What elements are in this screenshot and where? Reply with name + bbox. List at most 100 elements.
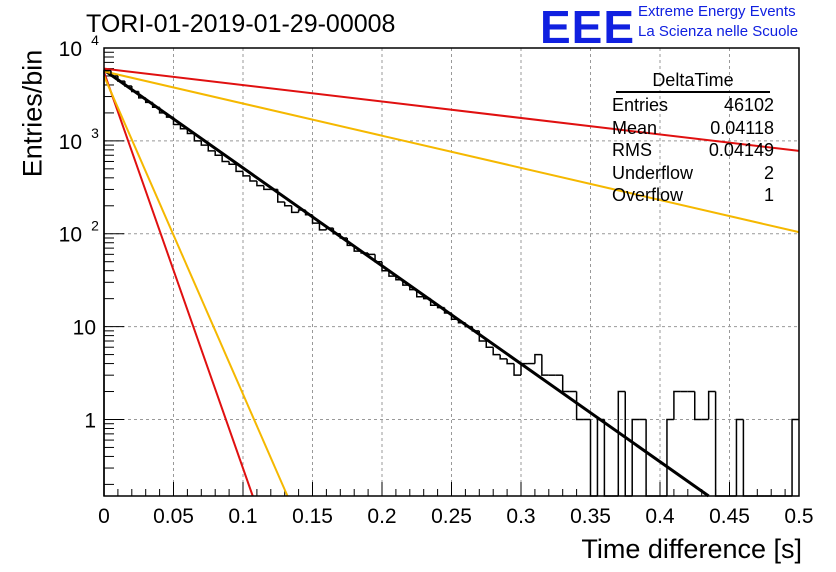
histogram-bin bbox=[138, 91, 146, 99]
stats-label: Overflow bbox=[612, 185, 684, 205]
y-tick-exponent: 4 bbox=[91, 32, 99, 48]
histogram-bin bbox=[541, 354, 549, 376]
histogram-bin bbox=[304, 210, 313, 216]
x-tick-label: 0.45 bbox=[709, 505, 750, 528]
histogram-bin bbox=[151, 102, 160, 109]
histogram-bin bbox=[360, 251, 369, 254]
x-tick-label: 0 bbox=[98, 505, 110, 528]
stats-label: Mean bbox=[612, 117, 658, 138]
histogram-bin bbox=[443, 307, 452, 314]
histogram-bin bbox=[117, 75, 125, 82]
y-tick-label: 10 bbox=[59, 224, 82, 247]
fit-line bbox=[103, 67, 800, 152]
stats-row-rms: RMS 0.04149 bbox=[612, 140, 774, 163]
x-tick-label: 0.15 bbox=[292, 505, 333, 528]
stats-row-underflow: Underflow 2 bbox=[612, 163, 774, 186]
histogram-bin bbox=[283, 201, 292, 207]
stats-row-overflow: Overflow 1 bbox=[612, 185, 774, 208]
histogram-bin bbox=[249, 175, 257, 182]
histogram-bin bbox=[416, 289, 424, 298]
x-tick-label: 0.1 bbox=[228, 505, 257, 528]
histogram-bin bbox=[346, 237, 355, 247]
histogram-bin bbox=[318, 223, 327, 231]
y-tick-label: 10 bbox=[59, 38, 82, 61]
histogram-bin bbox=[290, 205, 299, 214]
histogram-bin bbox=[492, 347, 501, 356]
y-axis-label: Entries/bin bbox=[17, 49, 48, 178]
histogram-bin bbox=[325, 227, 334, 230]
y-tick-exponent: 2 bbox=[91, 218, 99, 234]
stats-value: 1 bbox=[763, 185, 774, 205]
x-tick-label: 0.25 bbox=[431, 505, 472, 528]
histogram-bin bbox=[485, 340, 494, 348]
histogram-bin bbox=[374, 254, 382, 263]
stats-box: DeltaTime Entries 46102 Mean 0.04118 RMS… bbox=[612, 70, 774, 208]
x-tick-label: 0.05 bbox=[153, 505, 194, 528]
brand-line-1: Extreme Energy Events bbox=[638, 3, 796, 20]
y-tick-label: 10 bbox=[59, 131, 82, 154]
stats-row-entries: Entries 46102 bbox=[612, 95, 774, 118]
histogram-bin bbox=[207, 145, 216, 152]
y-tick-exponent: 3 bbox=[91, 125, 99, 141]
stats-value: 0.04149 bbox=[708, 140, 774, 160]
histogram-bin bbox=[228, 161, 237, 166]
histogram-bin bbox=[193, 133, 202, 142]
histogram-bin bbox=[450, 313, 459, 321]
histogram-bin bbox=[172, 117, 181, 126]
histogram-bin bbox=[158, 107, 167, 114]
histogram-bin bbox=[520, 362, 528, 376]
eee-logo: EEE bbox=[540, 1, 636, 53]
histogram-bin bbox=[256, 180, 264, 187]
histogram-bin bbox=[603, 419, 612, 497]
histogram-bin bbox=[144, 97, 153, 104]
stats-label: Entries bbox=[612, 95, 669, 115]
histogram-bin bbox=[429, 298, 438, 306]
stats-value: 46102 bbox=[723, 95, 774, 115]
y-tick-label: 1 bbox=[84, 409, 96, 432]
tick-labels: 0 0.05 0.1 0.15 0.2 0.25 0.3 0.35 0.4 0.45 0.5 1 10 1… bbox=[59, 32, 814, 528]
histogram-bin bbox=[714, 391, 723, 497]
histogram-bin bbox=[534, 353, 542, 364]
stats-value: 2 bbox=[763, 162, 774, 183]
fit-line bbox=[103, 70, 800, 234]
histogram-bin bbox=[353, 245, 362, 252]
histogram-bin bbox=[457, 319, 466, 324]
histogram-bin bbox=[124, 81, 132, 87]
histogram-bin bbox=[395, 276, 403, 281]
histogram-bin bbox=[735, 418, 744, 496]
histogram-bin bbox=[367, 253, 376, 256]
histogram-bin bbox=[742, 419, 751, 497]
stats-label: Underflow bbox=[612, 162, 694, 183]
histogram-bin bbox=[624, 391, 633, 497]
histogram-bin bbox=[575, 391, 584, 421]
x-axis-label: Time difference [s] bbox=[581, 534, 802, 564]
histogram-bin bbox=[235, 164, 243, 173]
x-tick-label: 0.3 bbox=[506, 505, 535, 528]
histogram-bin bbox=[478, 330, 487, 342]
histogram-bin bbox=[471, 326, 480, 332]
histogram-bin bbox=[464, 322, 473, 328]
histogram-bin bbox=[596, 418, 605, 496]
stats-label: RMS bbox=[612, 140, 652, 160]
histogram-bin bbox=[200, 140, 209, 146]
histogram-bin bbox=[673, 390, 681, 420]
fit-line bbox=[103, 75, 289, 497]
histogram-bin bbox=[409, 285, 417, 291]
histogram-bin bbox=[186, 128, 195, 135]
histogram-bin bbox=[506, 358, 515, 365]
histogram-bin bbox=[666, 418, 674, 496]
brand-line-2: La Scienza nelle Scuole bbox=[638, 23, 799, 40]
histogram-bin bbox=[499, 354, 508, 360]
fit-line bbox=[103, 71, 254, 497]
histogram-bin bbox=[131, 85, 139, 93]
fit-line bbox=[103, 68, 710, 498]
histogram-bin bbox=[707, 390, 716, 420]
histogram-bin bbox=[436, 305, 445, 309]
histogram-bin bbox=[297, 209, 306, 213]
x-tick-label: 0.4 bbox=[645, 505, 675, 528]
histogram-bin bbox=[422, 296, 431, 300]
histogram-bin bbox=[791, 418, 799, 496]
chart-title: TORI-01-2019-01-29-00008 bbox=[86, 10, 396, 38]
histogram-bin bbox=[617, 390, 626, 496]
